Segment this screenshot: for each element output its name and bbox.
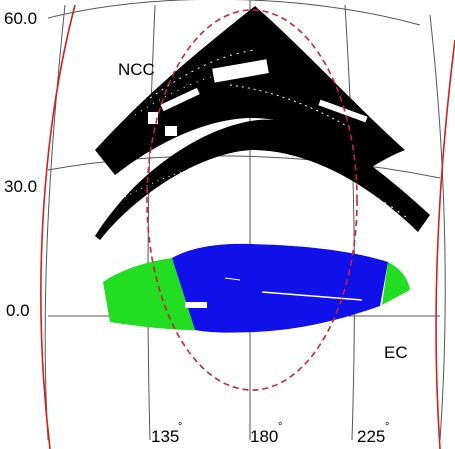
ra-degree-135: ° — [178, 421, 182, 433]
footprint-outline-ellipse — [146, 9, 358, 391]
ec-gap-1 — [185, 302, 207, 308]
ra-west-gridline — [44, 4, 66, 441]
ec-east-region — [382, 262, 410, 305]
ncc-footprint — [95, 6, 430, 240]
ra-degree-225: ° — [385, 421, 389, 433]
ra-degree-180: ° — [278, 421, 282, 433]
ec-west-region — [103, 258, 195, 330]
ec-streak-2 — [224, 277, 241, 281]
dec-60-gridline — [47, 0, 421, 26]
dec-label-30: 30.0 — [4, 177, 37, 196]
ec-footprint — [103, 243, 410, 333]
ec-main-region — [172, 243, 388, 333]
ra-label-225: 225 — [357, 427, 385, 446]
ra-label-135: 135 — [151, 427, 179, 446]
survey-boundary-arc — [40, 4, 76, 449]
ra-135-gridline — [147, 4, 156, 441]
ec-region-label: EC — [384, 343, 408, 362]
dec-30-gridline — [47, 155, 441, 179]
ra-east-gridline — [429, 14, 446, 441]
ncc-lower-band — [95, 119, 430, 240]
dec-label-60: 60.0 — [4, 9, 37, 28]
ec-streak — [261, 291, 363, 301]
survey-boundary-arc-east — [435, 39, 455, 449]
ra-225-gridline — [344, 4, 355, 441]
dec-label-0: 0.0 — [6, 301, 30, 320]
ra-label-180: 180 — [250, 427, 278, 446]
ncc-region-label: NCC — [118, 60, 155, 79]
